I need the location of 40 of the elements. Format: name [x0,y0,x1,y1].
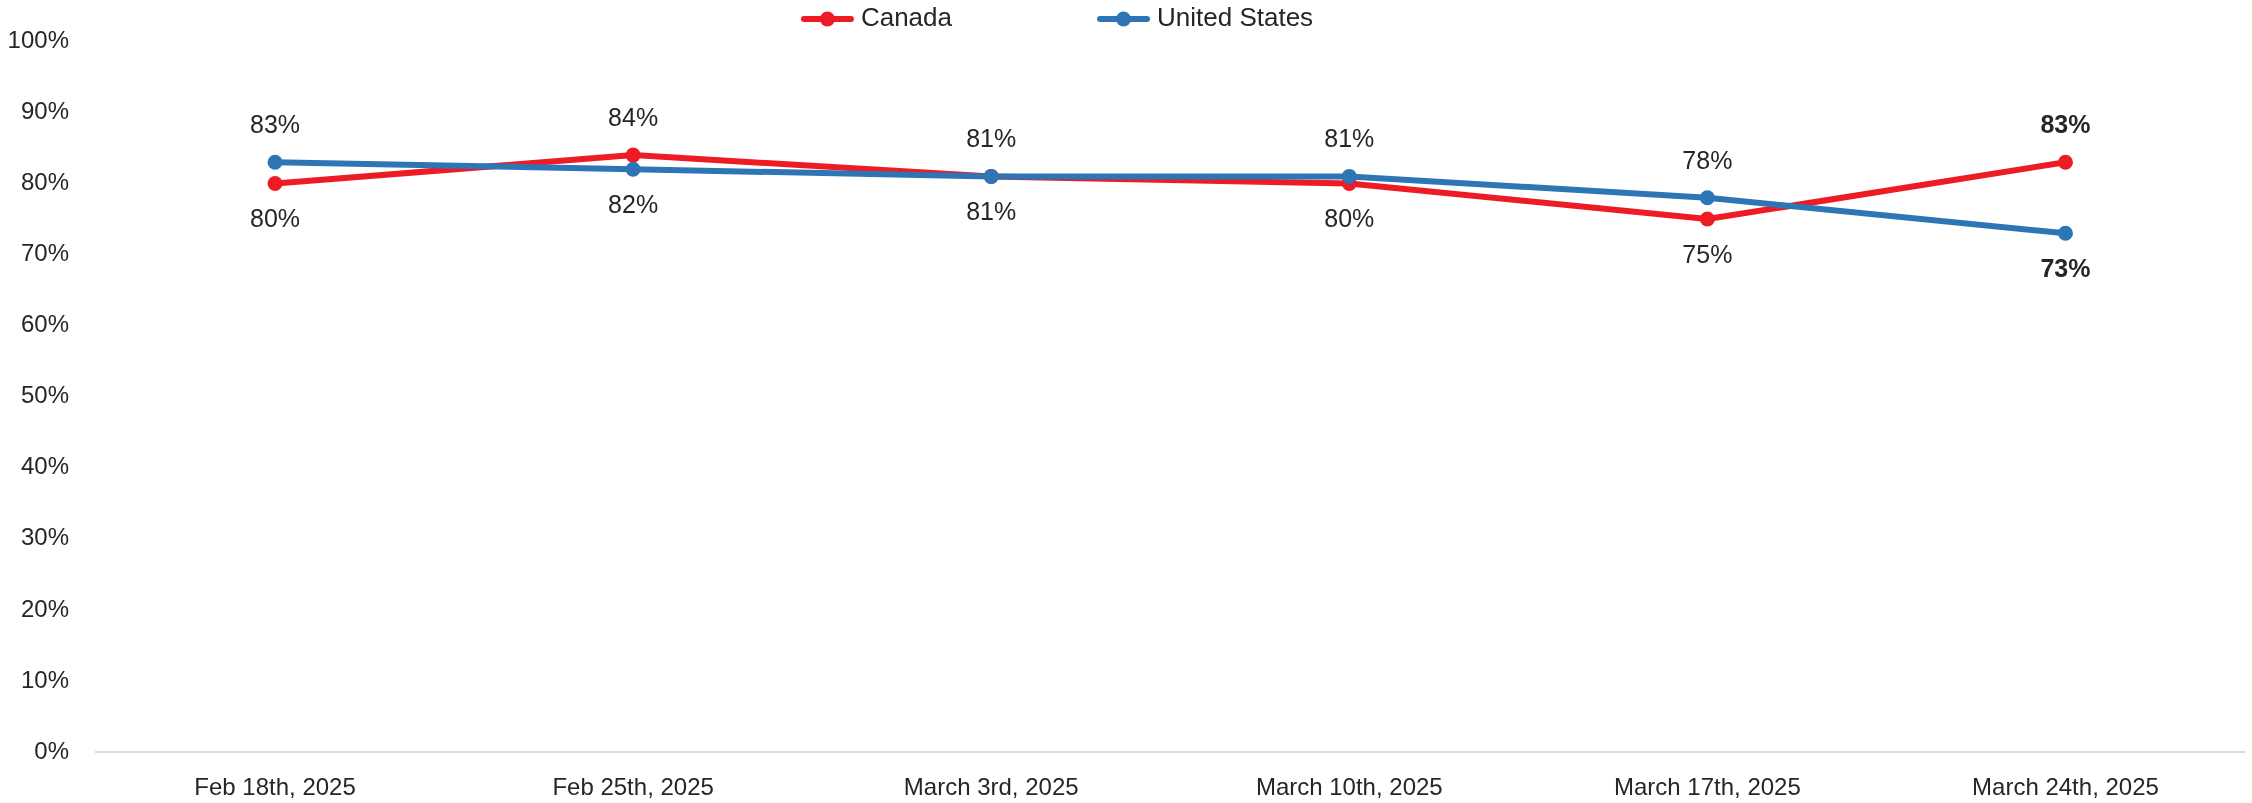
y-tick-label: 30% [20,523,69,551]
data-label: 81% [966,197,1017,226]
point [1341,168,1357,184]
y-tick-label: 70% [20,239,69,267]
data-label: 84% [608,102,659,131]
legend-label: United States [1157,2,1314,33]
y-tick-label: 50% [20,381,69,409]
point [625,161,641,177]
data-label: 81% [966,124,1017,153]
y-tick-label: 80% [20,168,69,196]
x-tick-label: March 10th, 2025 [1255,773,1443,801]
data-label: 75% [1682,239,1733,268]
y-tick-label: 40% [20,452,69,480]
y-tick-label: 0% [34,736,69,764]
x-tick-label: March 24th, 2025 [1972,773,2159,801]
data-label: 83% [250,110,301,139]
y-tick-label: 20% [20,594,69,622]
point [1699,190,1715,206]
point [2057,225,2073,241]
data-label: 73% [2040,254,2091,283]
y-tick-label: 90% [20,97,69,125]
data-label: 78% [1682,145,1733,174]
x-tick-label: March 3rd, 2025 [903,773,1079,801]
x-tick-label: March 17th, 2025 [1613,773,1801,801]
point [2057,154,2073,170]
data-label: 81% [1324,124,1375,153]
data-label: 83% [2040,110,2091,139]
x-tick-label: Feb 18th, 2025 [194,773,356,801]
y-tick-label: 60% [20,310,69,338]
point [625,147,641,163]
data-label: 80% [1324,204,1375,233]
point [267,176,283,192]
y-tick-label: 10% [20,665,69,693]
point [1699,211,1715,227]
data-label: 80% [250,204,301,233]
x-tick-label: Feb 25th, 2025 [552,773,714,801]
legend-label: Canada [860,2,953,33]
point [267,154,283,170]
data-label: 82% [608,190,659,219]
y-tick-label: 100% [7,26,69,54]
